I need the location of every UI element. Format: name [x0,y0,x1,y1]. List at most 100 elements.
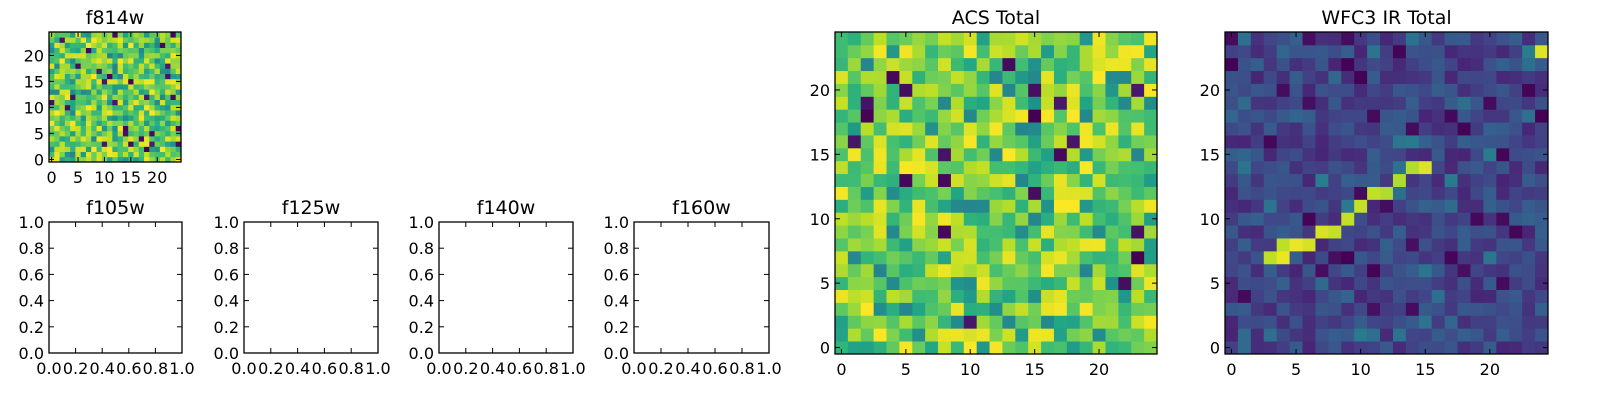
heatmap-cell [1522,225,1536,239]
heatmap-cell [1367,341,1381,355]
heatmap-cell [1367,315,1381,329]
heatmap-cell [117,130,124,137]
heatmap-cell [1079,109,1093,123]
heatmap-cell [886,135,900,149]
heatmap-cell [1315,276,1329,290]
heatmap-cell [175,89,182,95]
heatmap-cell [1522,250,1536,265]
x-tick-label: 20 [1089,360,1109,379]
heatmap-cell [963,315,978,329]
heatmap-cell [1263,315,1278,329]
heatmap-cell [85,63,92,69]
heatmap-cell [91,136,97,142]
heatmap-cell [85,94,92,100]
heatmap-cell [1066,44,1081,59]
heatmap-cell [1015,328,1029,342]
heatmap-cell [112,115,119,121]
heatmap-cell [170,94,177,100]
heatmap-cell [1483,225,1497,239]
heatmap-cell [133,37,140,43]
heatmap-cell [1418,276,1433,290]
heatmap-cell [91,89,97,95]
heatmap-cell [1431,238,1446,252]
heatmap-cell [54,78,60,85]
heatmap-cell [1250,212,1265,226]
heatmap-cell [1079,199,1093,213]
heatmap-cell [1028,57,1042,72]
heatmap-cell [49,73,55,80]
heatmap-cell [1237,315,1252,329]
heatmap-cell [976,70,990,84]
heatmap-cell [1002,70,1016,84]
heatmap-cell [886,289,900,303]
heatmap-cell [925,135,939,149]
heatmap-cell [860,135,875,149]
heatmap-cell [1315,263,1329,278]
y-tick-label: 0.2 [19,318,44,337]
heatmap-cell [144,104,150,111]
heatmap-cell [80,52,87,59]
heatmap-cell [925,44,939,59]
heatmap-cell [107,146,113,152]
heatmap-cell [899,341,913,355]
heatmap-cell [912,328,926,342]
heatmap-cell [1144,328,1158,342]
heatmap-cell [899,70,913,84]
heatmap-cell [1328,147,1342,162]
heatmap-cell [1276,96,1290,110]
heatmap-cell [75,104,82,111]
x-tick-label: 5 [73,168,83,187]
heatmap-cell [1028,250,1042,265]
heatmap-cell [1250,109,1265,123]
heatmap-cell [1315,147,1329,162]
heatmap-cell [835,70,849,84]
heatmap-cell [912,147,926,162]
heatmap-cell [59,68,66,74]
heatmap-cell [1315,186,1329,200]
heatmap-cell [1315,250,1329,265]
heatmap-cell [899,276,913,290]
heatmap-cell [1367,328,1381,342]
heatmap-cell [950,109,965,123]
heatmap-cell [1225,328,1239,342]
heatmap-cell [1041,109,1055,123]
heatmap-cell [1079,250,1093,265]
heatmap-cell [835,302,849,316]
heatmap-cell [1079,147,1093,162]
heatmap-cell [950,96,965,110]
heatmap-cell [1131,160,1145,175]
heatmap-cell [1470,173,1484,187]
heatmap-cell [1380,341,1394,355]
heatmap-cell [75,73,82,80]
heatmap-cell [899,328,913,342]
heatmap-cell [149,141,155,147]
heatmap-cell [128,125,134,132]
heatmap-cell [101,37,108,43]
heatmap-cell [149,32,155,38]
heatmap-cell [1041,199,1055,213]
heatmap-cell [64,130,71,137]
heatmap-cell [80,146,87,152]
heatmap-cell [1418,289,1433,303]
heatmap-cell [950,238,965,252]
heatmap-cell [835,238,849,252]
heatmap-cell [154,146,161,152]
heatmap-cell [133,63,140,69]
heatmap-cell [1483,250,1497,265]
heatmap-cell [950,70,965,84]
heatmap-cell [170,115,177,121]
heatmap-cell [847,263,862,278]
heatmap-cell [938,199,952,213]
heatmap-cell [925,250,939,265]
heatmap-cell [159,47,166,54]
heatmap-cell [138,78,145,85]
heatmap-cell [1354,83,1368,97]
heatmap-cell [1092,341,1106,355]
heatmap-cell [175,32,182,38]
heatmap-cell [112,42,119,48]
heatmap-cell [1496,328,1510,342]
heatmap-cell [1328,212,1342,226]
heatmap-cell [1341,32,1355,46]
heatmap-cell [1028,186,1042,200]
heatmap-cell [963,70,978,84]
